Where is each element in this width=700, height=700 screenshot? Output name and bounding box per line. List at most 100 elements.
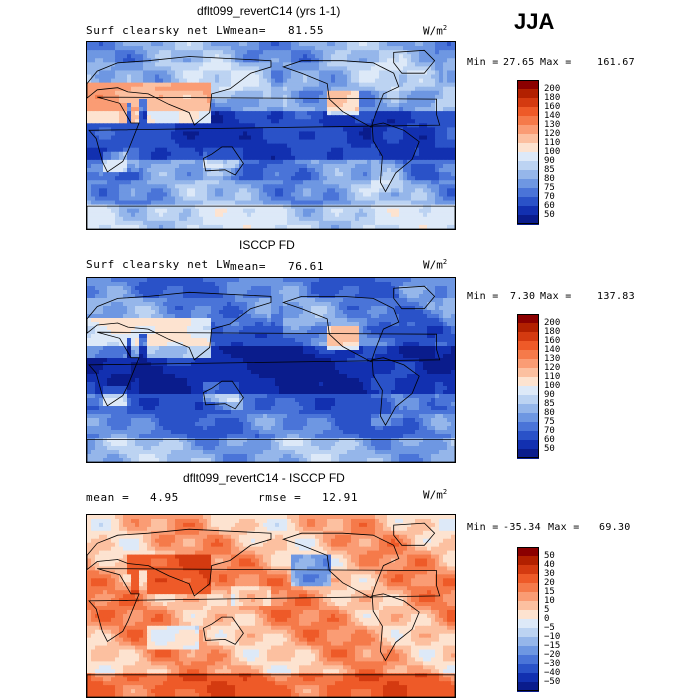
field-cell bbox=[283, 204, 288, 210]
field-cell bbox=[439, 298, 444, 303]
field-cell bbox=[339, 216, 344, 222]
field-cell bbox=[303, 147, 308, 153]
field-cell bbox=[239, 119, 244, 124]
field-cell bbox=[167, 54, 172, 59]
field-cell bbox=[339, 102, 344, 108]
field-cell bbox=[87, 143, 92, 149]
field-cell bbox=[323, 98, 328, 104]
field-cell bbox=[375, 224, 380, 229]
field-cell bbox=[103, 220, 108, 226]
field-cell bbox=[439, 135, 444, 141]
field-cell bbox=[151, 139, 156, 145]
field-cell bbox=[443, 163, 448, 169]
field-cell bbox=[375, 208, 380, 214]
field-cell bbox=[199, 98, 204, 104]
field-cell bbox=[207, 282, 212, 287]
field-cell bbox=[179, 204, 184, 210]
field-cell bbox=[179, 135, 184, 141]
field-cell bbox=[399, 115, 404, 120]
field-cell bbox=[443, 184, 448, 189]
field-cell bbox=[367, 188, 372, 194]
field-cell bbox=[255, 200, 260, 206]
field-cell bbox=[255, 196, 260, 202]
field-cell bbox=[411, 298, 416, 303]
field-cell bbox=[295, 220, 300, 226]
field-cell bbox=[307, 115, 312, 120]
field-cell bbox=[251, 78, 256, 84]
field-cell bbox=[215, 188, 220, 194]
field-cell bbox=[259, 78, 264, 84]
field-cell bbox=[327, 220, 332, 226]
field-cell bbox=[363, 115, 368, 120]
field-cell bbox=[179, 78, 184, 84]
field-cell bbox=[423, 294, 428, 299]
field-cell bbox=[135, 123, 140, 128]
field-cell bbox=[207, 196, 212, 202]
field-cell bbox=[115, 168, 120, 173]
field-cell bbox=[435, 159, 440, 165]
field-cell bbox=[307, 151, 312, 157]
field-cell bbox=[395, 62, 400, 67]
field-cell bbox=[171, 163, 176, 169]
field-cell bbox=[199, 131, 204, 137]
field-cell bbox=[175, 86, 180, 92]
field-cell bbox=[115, 78, 120, 84]
field-cell bbox=[359, 184, 364, 189]
field-cell bbox=[363, 196, 368, 202]
field-cell bbox=[95, 212, 100, 218]
field-cell bbox=[291, 139, 296, 145]
field-cell bbox=[247, 302, 252, 307]
field-cell bbox=[155, 135, 160, 141]
field-cell bbox=[395, 119, 400, 124]
field-cell bbox=[259, 159, 264, 165]
field-cell bbox=[287, 107, 292, 112]
field-cell bbox=[427, 168, 432, 173]
field-cell bbox=[139, 135, 144, 141]
field-cell bbox=[367, 111, 372, 116]
field-cell bbox=[323, 180, 328, 185]
field-cell bbox=[179, 200, 184, 206]
field-cell bbox=[95, 294, 100, 299]
field-cell bbox=[251, 139, 256, 145]
field-cell bbox=[339, 159, 344, 165]
field-cell bbox=[215, 302, 220, 307]
field-cell bbox=[159, 98, 164, 104]
field-cell bbox=[131, 216, 136, 222]
field-cell bbox=[343, 290, 348, 295]
field-cell bbox=[415, 70, 420, 76]
field-cell bbox=[351, 188, 356, 194]
field-cell bbox=[299, 50, 304, 55]
field-cell bbox=[423, 94, 428, 100]
field-cell bbox=[115, 216, 120, 222]
field-cell bbox=[387, 172, 392, 177]
field-cell bbox=[147, 196, 152, 202]
field-cell bbox=[255, 74, 260, 80]
field-cell bbox=[175, 180, 180, 185]
field-cell bbox=[255, 306, 260, 311]
field-cell bbox=[87, 204, 92, 210]
field-cell bbox=[235, 159, 240, 165]
field-cell bbox=[391, 62, 396, 67]
field-cell bbox=[187, 180, 192, 185]
field-cell bbox=[363, 155, 368, 161]
field-cell bbox=[435, 98, 440, 104]
field-cell bbox=[151, 163, 156, 169]
field-cell bbox=[171, 306, 176, 311]
field-cell bbox=[127, 62, 132, 67]
field-cell bbox=[447, 192, 452, 198]
field-cell bbox=[411, 119, 416, 124]
field-cell bbox=[235, 90, 240, 96]
field-cell bbox=[283, 102, 288, 108]
field-cell bbox=[399, 143, 404, 149]
field-cell bbox=[99, 172, 104, 177]
field-cell bbox=[103, 204, 108, 210]
field-cell bbox=[131, 204, 136, 210]
field-cell bbox=[243, 90, 248, 96]
field-cell bbox=[267, 107, 272, 112]
colorbar-swatch bbox=[517, 98, 539, 108]
field-cell bbox=[275, 82, 280, 88]
field-cell bbox=[419, 224, 424, 229]
field-cell bbox=[379, 180, 384, 185]
field-cell bbox=[151, 204, 156, 210]
field-cell bbox=[227, 70, 232, 76]
